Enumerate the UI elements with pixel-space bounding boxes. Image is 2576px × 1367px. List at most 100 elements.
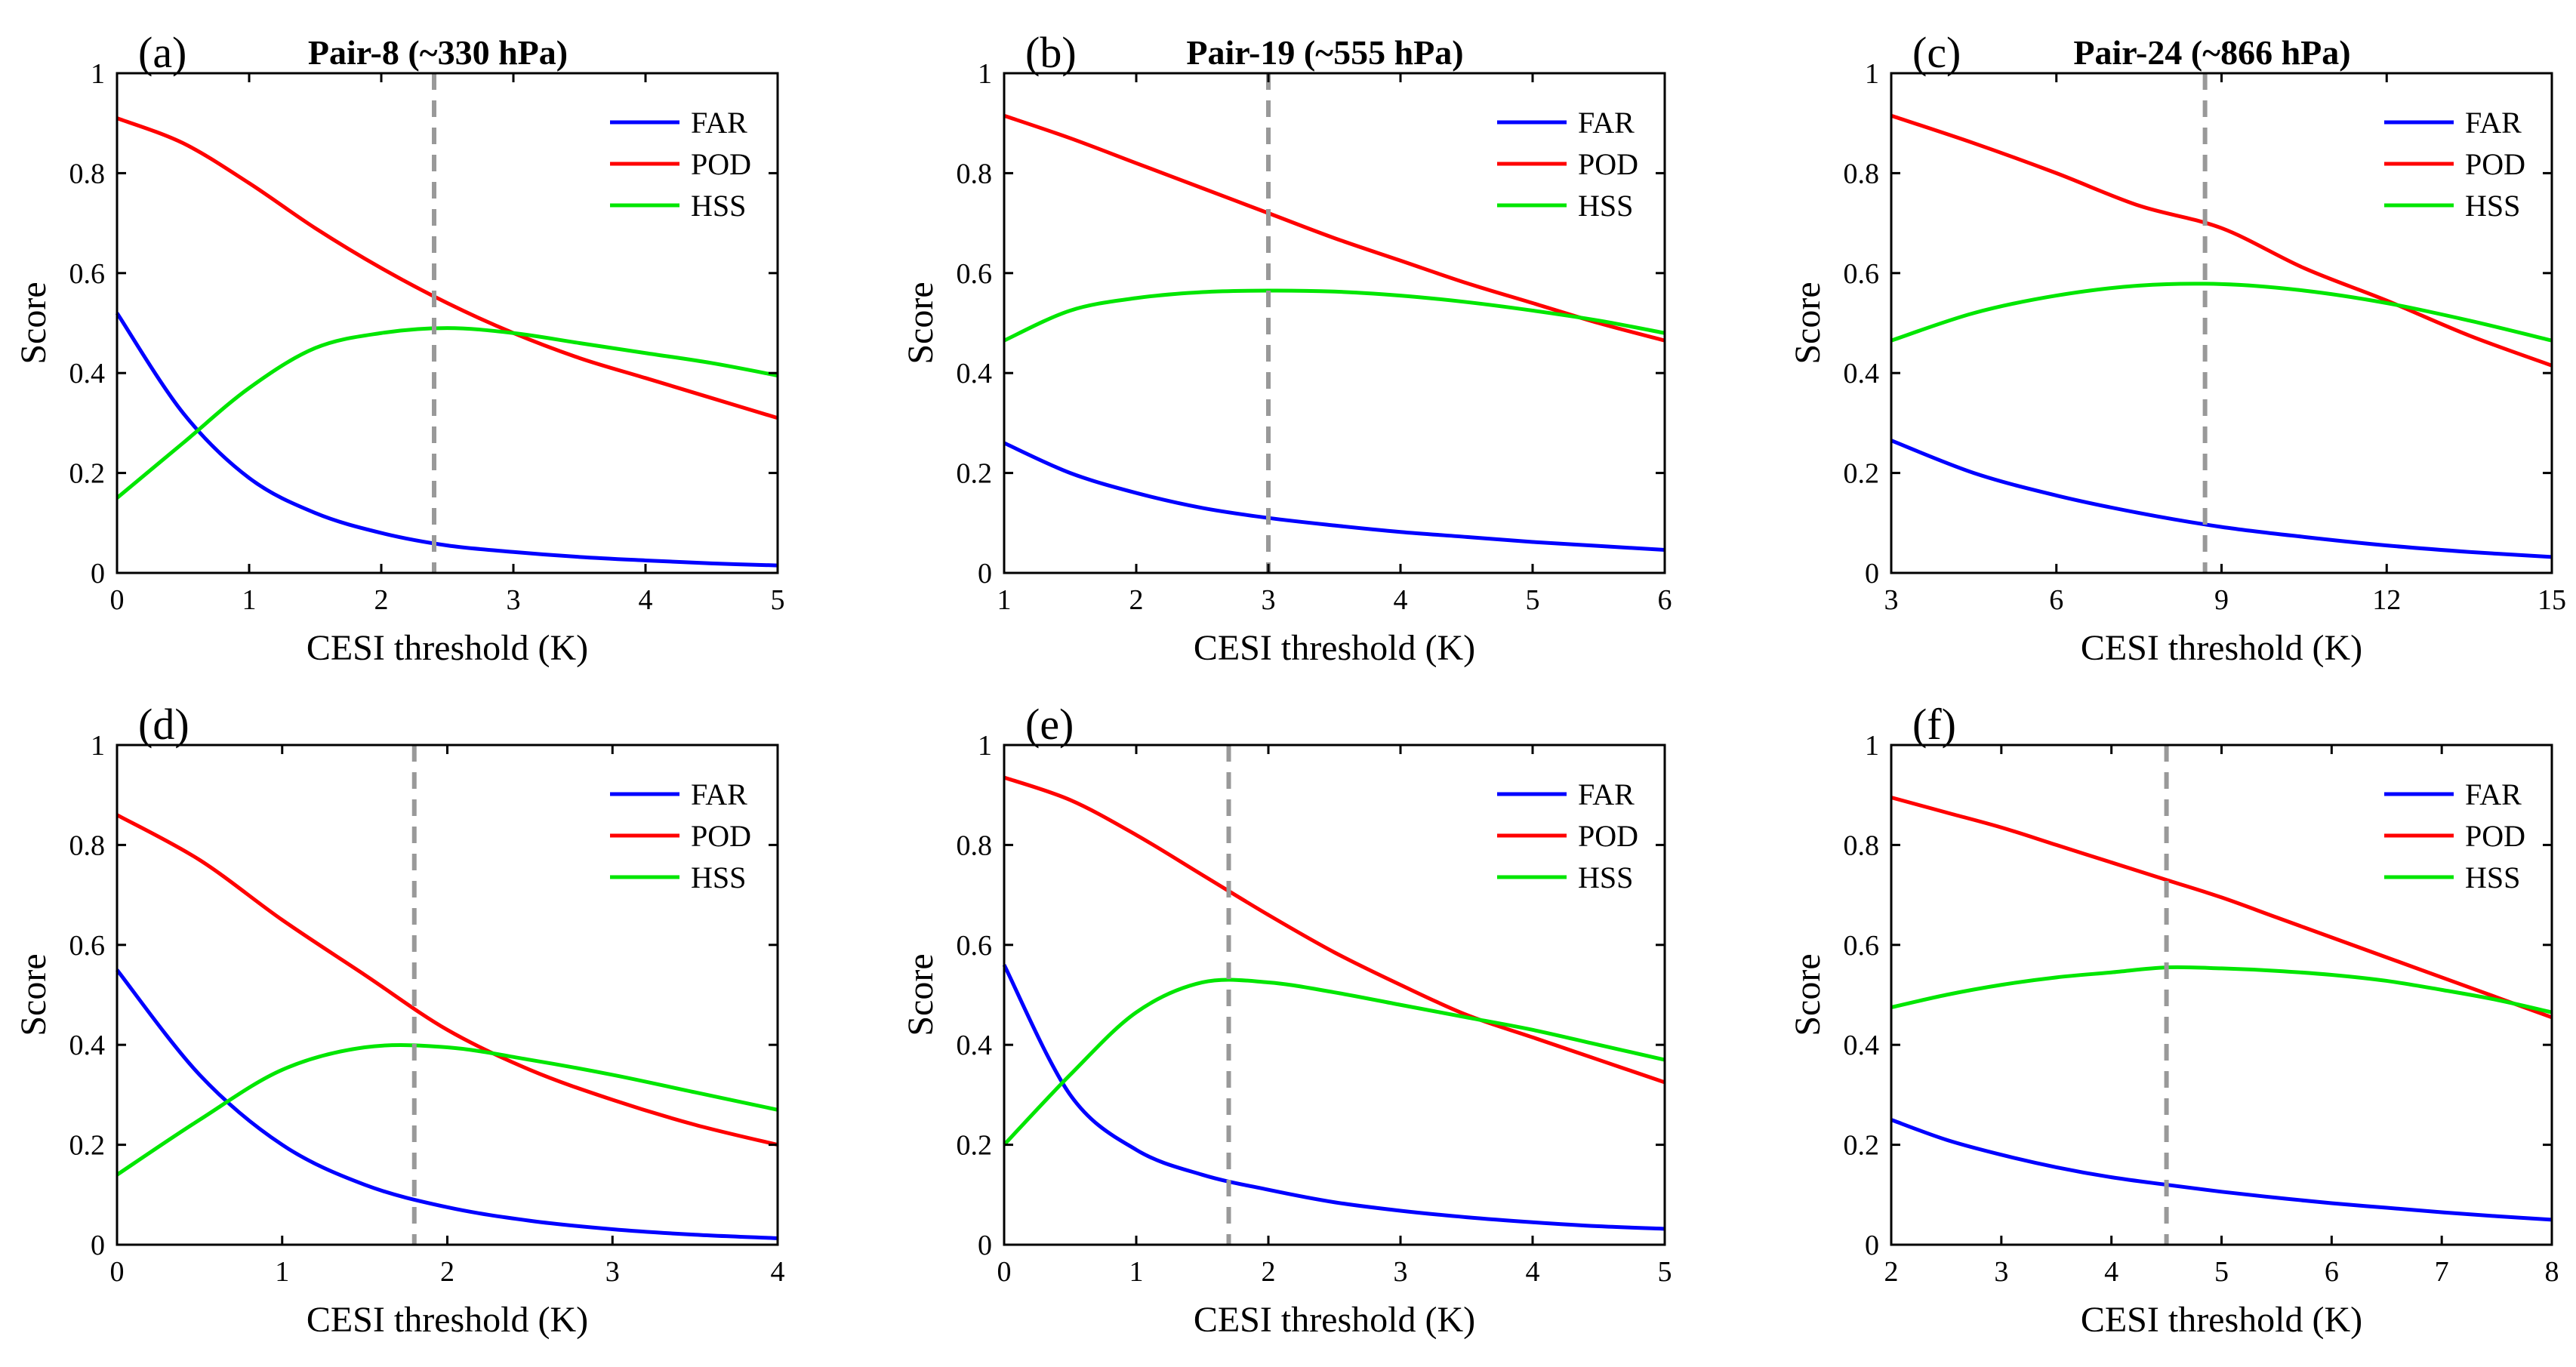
series-line-hss bbox=[1890, 282, 2553, 343]
chart-panel-f: 2 3 4 5 6 7 8 0 0.2 0.4 0.6 0.8 1 CESI threshold (K) S… bbox=[1788, 700, 2559, 1340]
x-tick-label: 6 bbox=[2325, 1256, 2339, 1288]
y-tick-label: 0.6 bbox=[1844, 930, 1880, 962]
y-tick-label: 0 bbox=[978, 1230, 992, 1261]
legend-label-pod: POD bbox=[2465, 819, 2525, 853]
y-tick-label: 1 bbox=[1865, 58, 1879, 90]
y-tick-label: 0.8 bbox=[69, 830, 106, 861]
legend-label-far: FAR bbox=[2465, 106, 2522, 140]
y-axis-label: Score bbox=[14, 953, 54, 1036]
legend-label-far: FAR bbox=[1578, 777, 1635, 811]
x-tick-label: 5 bbox=[771, 584, 785, 616]
panel-title: Pair-8 (~330 hPa) bbox=[308, 33, 568, 72]
legend-label-pod: POD bbox=[2465, 147, 2525, 181]
panel-label: (d) bbox=[138, 700, 190, 749]
legend-label-pod: POD bbox=[1578, 819, 1638, 853]
legend-label-hss: HSS bbox=[691, 861, 746, 894]
axes-frame bbox=[1003, 744, 1666, 1246]
chart-panel-c: 3 6 9 12 15 0 0.2 0.4 0.6 0.8 1 CESI threshold (K) S… bbox=[1788, 28, 2566, 668]
legend-label-hss: HSS bbox=[691, 189, 746, 223]
legend-label-hss: HSS bbox=[2465, 861, 2520, 894]
panel-title: Pair-24 (~866 hPa) bbox=[2073, 33, 2350, 72]
series-line-hss bbox=[116, 1043, 778, 1177]
x-tick-label: 1 bbox=[275, 1256, 289, 1288]
series-line-far bbox=[115, 312, 778, 568]
x-axis-label: CESI threshold (K) bbox=[307, 628, 588, 668]
panel-label: (a) bbox=[138, 28, 186, 77]
y-tick-label: 1 bbox=[91, 730, 105, 762]
x-tick-label: 2 bbox=[374, 584, 389, 616]
legend-label-pod: POD bbox=[691, 147, 751, 181]
y-axis-label: Score bbox=[1788, 953, 1828, 1036]
x-tick-label: 6 bbox=[2049, 584, 2063, 616]
x-tick-label: 7 bbox=[2435, 1256, 2449, 1288]
y-tick-label: 0.6 bbox=[69, 258, 106, 290]
x-axis-label: CESI threshold (K) bbox=[1194, 1300, 1475, 1340]
x-tick-label: 15 bbox=[2537, 584, 2566, 616]
chart-panel-a: 0 1 2 3 4 5 0 0.2 0.4 0.6 0.8 1 CESI threshold (K) Sc… bbox=[14, 28, 785, 668]
legend: FAR POD HSS bbox=[610, 777, 751, 894]
axes-frame bbox=[116, 744, 779, 1246]
y-tick-label: 0.4 bbox=[69, 1030, 106, 1061]
x-tick-label: 2 bbox=[1129, 584, 1144, 616]
panel-label: (e) bbox=[1025, 700, 1074, 749]
series-line-far bbox=[1890, 439, 2553, 559]
legend: FAR POD HSS bbox=[2384, 106, 2525, 223]
x-axis-label: CESI threshold (K) bbox=[2081, 628, 2362, 668]
axes-frame bbox=[116, 72, 779, 574]
legend: FAR POD HSS bbox=[1497, 106, 1638, 223]
chart-panel-d: 0 1 2 3 4 0 0.2 0.4 0.6 0.8 1 CESI threshold (K) Sco… bbox=[14, 700, 785, 1340]
x-tick-label: 9 bbox=[2214, 584, 2229, 616]
x-tick-label: 3 bbox=[1994, 1256, 2008, 1288]
x-tick-label: 3 bbox=[1262, 584, 1276, 616]
x-tick-label: 1 bbox=[242, 584, 257, 616]
series-line-pod bbox=[116, 813, 778, 1147]
y-tick-label: 0.8 bbox=[1844, 830, 1880, 861]
legend-label-far: FAR bbox=[1578, 106, 1635, 140]
y-tick-label: 0 bbox=[1865, 1230, 1879, 1261]
y-tick-label: 0.8 bbox=[957, 158, 993, 189]
x-tick-label: 6 bbox=[1658, 584, 1672, 616]
x-tick-label: 0 bbox=[997, 1256, 1012, 1288]
legend-label-far: FAR bbox=[2465, 777, 2522, 811]
x-tick-label: 3 bbox=[605, 1256, 620, 1288]
panel-title: Pair-19 (~555 hPa) bbox=[1186, 33, 1463, 72]
y-tick-label: 0.2 bbox=[957, 1130, 993, 1162]
series-line-far bbox=[1003, 441, 1665, 553]
y-tick-label: 0.6 bbox=[1844, 258, 1880, 290]
y-tick-label: 0.4 bbox=[1844, 1030, 1880, 1061]
legend-label-far: FAR bbox=[691, 777, 747, 811]
legend-label-hss: HSS bbox=[1578, 189, 1633, 223]
panel-label: (b) bbox=[1025, 28, 1077, 77]
y-tick-label: 0 bbox=[1865, 558, 1879, 590]
legend-label-far: FAR bbox=[691, 106, 747, 140]
x-tick-label: 2 bbox=[1884, 1256, 1899, 1288]
x-tick-label: 0 bbox=[110, 1256, 125, 1288]
series-line-pod bbox=[1890, 796, 2553, 1020]
y-axis-label: Score bbox=[901, 282, 941, 364]
series-line-pod bbox=[1003, 113, 1665, 343]
y-tick-label: 1 bbox=[978, 730, 992, 762]
panel-label: (f) bbox=[1912, 700, 1956, 749]
x-tick-label: 5 bbox=[2214, 1256, 2229, 1288]
y-tick-label: 0.2 bbox=[1844, 1130, 1880, 1162]
chart-panel-b: 1 2 3 4 5 6 0 0.2 0.4 0.6 0.8 1 CESI threshold (K) Sc… bbox=[901, 28, 1672, 668]
y-tick-label: 0 bbox=[978, 558, 992, 590]
y-tick-label: 0.4 bbox=[69, 358, 106, 389]
x-tick-label: 8 bbox=[2545, 1256, 2559, 1288]
y-tick-label: 0 bbox=[91, 1230, 105, 1261]
y-tick-label: 0.8 bbox=[1844, 158, 1880, 189]
series-line-pod bbox=[116, 116, 778, 420]
legend-label-hss: HSS bbox=[2465, 189, 2520, 223]
x-tick-label: 3 bbox=[507, 584, 521, 616]
y-tick-label: 0.2 bbox=[69, 458, 106, 490]
y-tick-label: 0.2 bbox=[957, 458, 993, 490]
legend: FAR POD HSS bbox=[2384, 777, 2525, 894]
y-tick-label: 0.8 bbox=[69, 158, 106, 189]
y-tick-label: 0.2 bbox=[69, 1130, 106, 1162]
y-tick-label: 0.4 bbox=[957, 1030, 993, 1061]
y-tick-label: 1 bbox=[978, 58, 992, 90]
x-axis-label: CESI threshold (K) bbox=[2081, 1300, 2362, 1340]
axes-frame bbox=[1003, 72, 1666, 574]
y-tick-label: 0.4 bbox=[1844, 358, 1880, 389]
